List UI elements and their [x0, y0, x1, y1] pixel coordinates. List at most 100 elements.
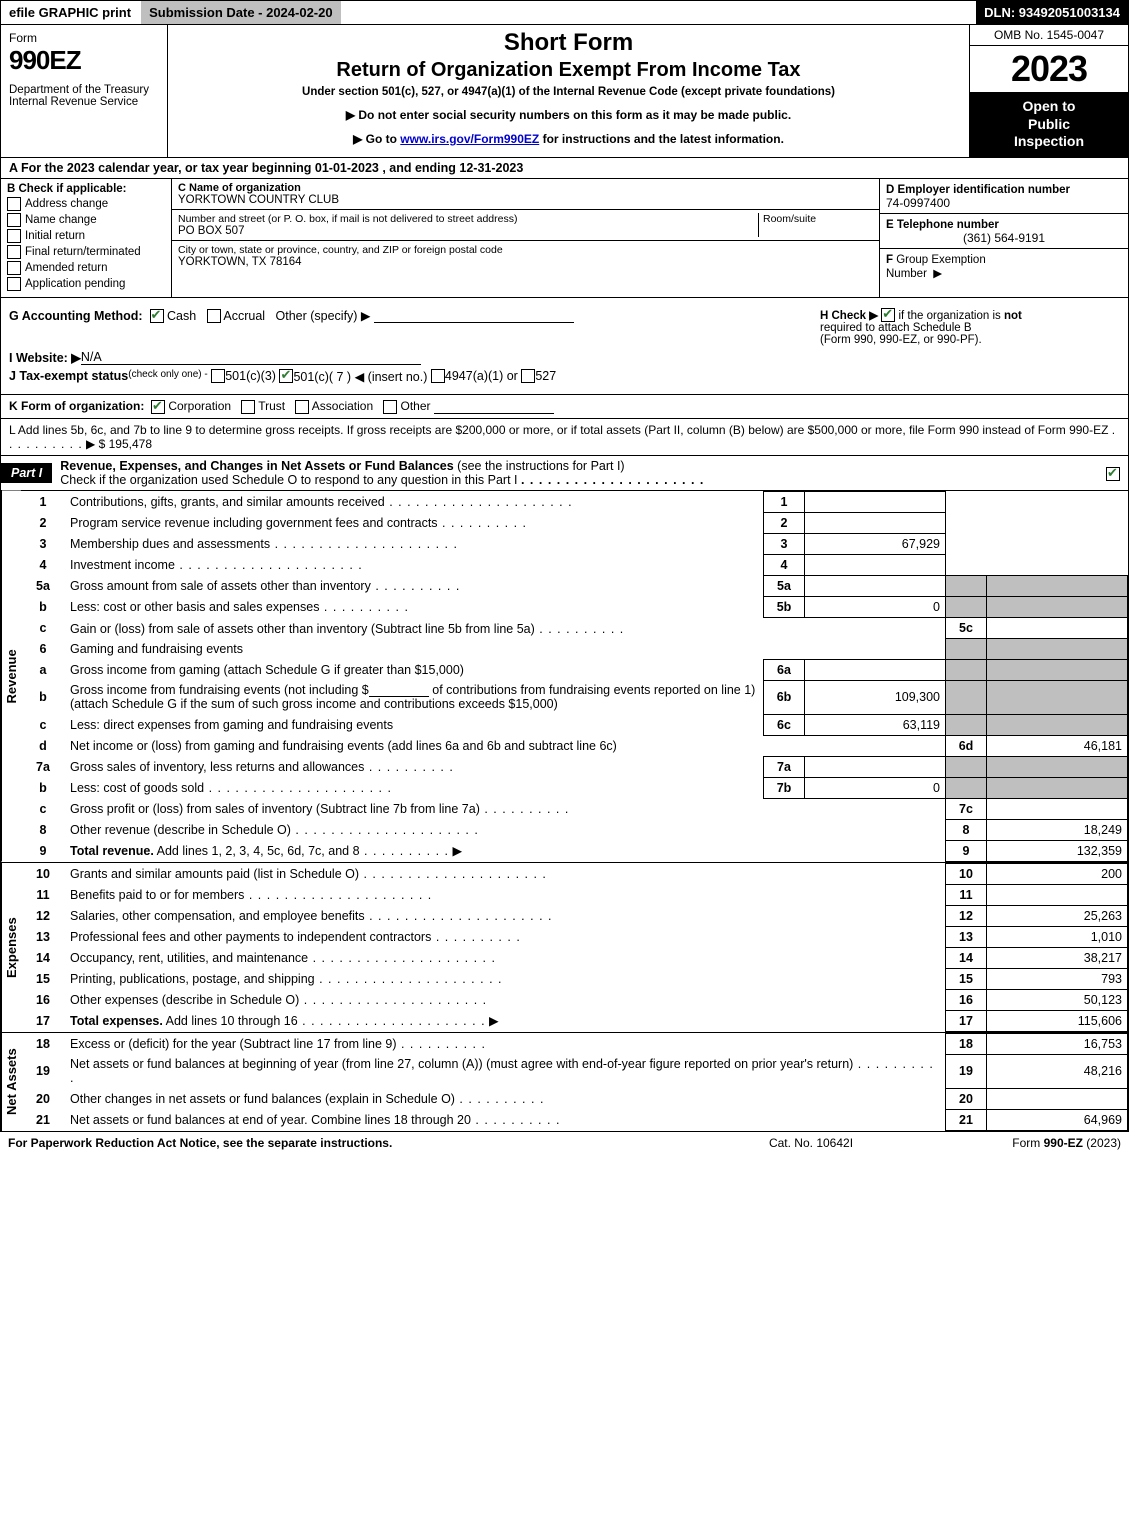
l-value: $ 195,478 — [99, 437, 152, 451]
phone-value: (361) 564-9191 — [886, 231, 1122, 245]
line-1: 1Contributions, gifts, grants, and simil… — [21, 492, 1128, 513]
line-5a: 5aGross amount from sale of assets other… — [21, 576, 1128, 597]
phone-row: E Telephone number (361) 564-9191 — [880, 214, 1128, 249]
open2: Public — [974, 116, 1124, 134]
checkbox-accrual[interactable] — [207, 309, 221, 323]
form-number: 990EZ — [9, 45, 159, 76]
part1-title: Revenue, Expenses, and Changes in Net As… — [52, 456, 1098, 490]
open3: Inspection — [974, 133, 1124, 151]
side-label-expenses: Expenses — [1, 863, 21, 1032]
chk-application-pending[interactable]: Application pending — [7, 277, 165, 291]
g-row: G Accounting Method: Cash Accrual Other … — [9, 308, 810, 324]
checkbox-corporation[interactable] — [151, 400, 165, 414]
checkbox-icon[interactable] — [7, 229, 21, 243]
checkbox-cash[interactable] — [150, 309, 164, 323]
revenue-section: Revenue 1Contributions, gifts, grants, a… — [1, 491, 1128, 863]
j-label: J Tax-exempt status — [9, 369, 128, 383]
info-grid: B Check if applicable: Address change Na… — [1, 179, 1128, 298]
form-word: Form — [9, 31, 159, 45]
checkbox-icon[interactable] — [7, 213, 21, 227]
col-de: D Employer identification number 74-0997… — [880, 179, 1128, 297]
line-3: 3Membership dues and assessments367,929 — [21, 534, 1128, 555]
open-to-public: Open to Public Inspection — [970, 92, 1128, 157]
line-14: 14Occupancy, rent, utilities, and mainte… — [21, 947, 1128, 968]
chk-address-change[interactable]: Address change — [7, 197, 165, 211]
l-text: L Add lines 5b, 6c, and 7b to line 9 to … — [9, 423, 1108, 437]
row-a: A For the 2023 calendar year, or tax yea… — [1, 158, 1128, 179]
part1-header: Part I Revenue, Expenses, and Changes in… — [1, 456, 1128, 491]
group-exemption-row: F Group ExemptionNumber ▶ — [880, 249, 1128, 283]
checkbox-icon[interactable] — [7, 277, 21, 291]
checkbox-icon[interactable] — [7, 245, 21, 259]
checkbox-association[interactable] — [295, 400, 309, 414]
expenses-table: 10Grants and similar amounts paid (list … — [21, 863, 1128, 1032]
chk-amended-return[interactable]: Amended return — [7, 261, 165, 275]
line-10: 10Grants and similar amounts paid (list … — [21, 863, 1128, 884]
line-6b: bGross income from fundraising events (n… — [21, 680, 1128, 714]
header-left: Form 990EZ Department of the Treasury In… — [1, 25, 168, 157]
checkbox-4947[interactable] — [431, 369, 445, 383]
i-row: I Website: ▶ N/A — [9, 350, 1120, 365]
irs-link[interactable]: www.irs.gov/Form990EZ — [400, 132, 539, 146]
side-label-net: Net Assets — [1, 1033, 21, 1131]
line-17: 17Total expenses. Add lines 10 through 1… — [21, 1010, 1128, 1031]
f-label: F Group ExemptionNumber ▶ — [886, 254, 986, 280]
checkbox-trust[interactable] — [241, 400, 255, 414]
line-6: 6Gaming and fundraising events — [21, 639, 1128, 660]
c-label: C Name of organization — [178, 182, 301, 194]
ein-value: 74-0997400 — [886, 196, 950, 210]
checkbox-501c[interactable] — [279, 369, 293, 383]
l-row: L Add lines 5b, 6c, and 7b to line 9 to … — [1, 419, 1128, 456]
line-5c: cGain or (loss) from sale of assets othe… — [21, 618, 1128, 639]
header-center: Short Form Return of Organization Exempt… — [168, 25, 970, 157]
revenue-table: 1Contributions, gifts, grants, and simil… — [21, 491, 1128, 862]
topbar-spacer — [343, 1, 977, 24]
chk-final-return[interactable]: Final return/terminated — [7, 245, 165, 259]
city-row: City or town, state or province, country… — [172, 241, 879, 271]
top-bar: efile GRAPHIC print Submission Date - 20… — [1, 1, 1128, 24]
net-assets-section: Net Assets 18Excess or (deficit) for the… — [1, 1033, 1128, 1131]
line-7a: 7aGross sales of inventory, less returns… — [21, 756, 1128, 777]
e-label: E Telephone number — [886, 219, 999, 231]
line-7b: bLess: cost of goods sold7b0 — [21, 777, 1128, 798]
checkbox-h[interactable] — [881, 308, 895, 322]
note2-post: for instructions and the latest informat… — [539, 132, 784, 146]
line-9: 9Total revenue. Add lines 1, 2, 3, 4, 5c… — [21, 840, 1128, 861]
line-5b: bLess: cost or other basis and sales exp… — [21, 597, 1128, 618]
page-footer: For Paperwork Reduction Act Notice, see … — [0, 1132, 1129, 1154]
org-name: YORKTOWN COUNTRY CLUB — [178, 194, 339, 206]
dept-line2: Internal Revenue Service — [9, 96, 159, 108]
address: PO BOX 507 — [178, 225, 244, 237]
ein-row: D Employer identification number 74-0997… — [880, 179, 1128, 214]
city-label: City or town, state or province, country… — [178, 244, 503, 256]
address-row: Number and street (or P. O. box, if mail… — [172, 210, 879, 241]
col-b-header: B Check if applicable: — [7, 183, 165, 195]
omb-number: OMB No. 1545-0047 — [970, 25, 1128, 46]
line-8: 8Other revenue (describe in Schedule O)8… — [21, 819, 1128, 840]
expenses-section: Expenses 10Grants and similar amounts pa… — [1, 863, 1128, 1033]
checkbox-part1-scho[interactable] — [1106, 467, 1120, 481]
line-13: 13Professional fees and other payments t… — [21, 926, 1128, 947]
line-11: 11Benefits paid to or for members11 — [21, 884, 1128, 905]
checkbox-icon[interactable] — [7, 261, 21, 275]
chk-name-change[interactable]: Name change — [7, 213, 165, 227]
line-15: 15Printing, publications, postage, and s… — [21, 968, 1128, 989]
other-specify-blank[interactable] — [374, 310, 574, 324]
checkbox-icon[interactable] — [7, 197, 21, 211]
dept-line1: Department of the Treasury — [9, 84, 159, 96]
k-label: K Form of organization: — [9, 399, 144, 413]
chk-initial-return[interactable]: Initial return — [7, 229, 165, 243]
main-title: Return of Organization Exempt From Incom… — [176, 59, 961, 82]
org-name-row: C Name of organization YORKTOWN COUNTRY … — [172, 179, 879, 210]
note-ssn: ▶ Do not enter social security numbers o… — [176, 108, 961, 122]
footer-cat: Cat. No. 10642I — [701, 1136, 921, 1150]
efile-label[interactable]: efile GRAPHIC print — [1, 1, 141, 24]
line-16: 16Other expenses (describe in Schedule O… — [21, 989, 1128, 1010]
city-value: YORKTOWN, TX 78164 — [178, 256, 302, 268]
other-org-blank[interactable] — [434, 401, 554, 414]
checkbox-527[interactable] — [521, 369, 535, 383]
website-value: N/A — [81, 350, 421, 365]
checkbox-501c3[interactable] — [211, 369, 225, 383]
line-20: 20Other changes in net assets or fund ba… — [21, 1088, 1128, 1109]
checkbox-other-org[interactable] — [383, 400, 397, 414]
